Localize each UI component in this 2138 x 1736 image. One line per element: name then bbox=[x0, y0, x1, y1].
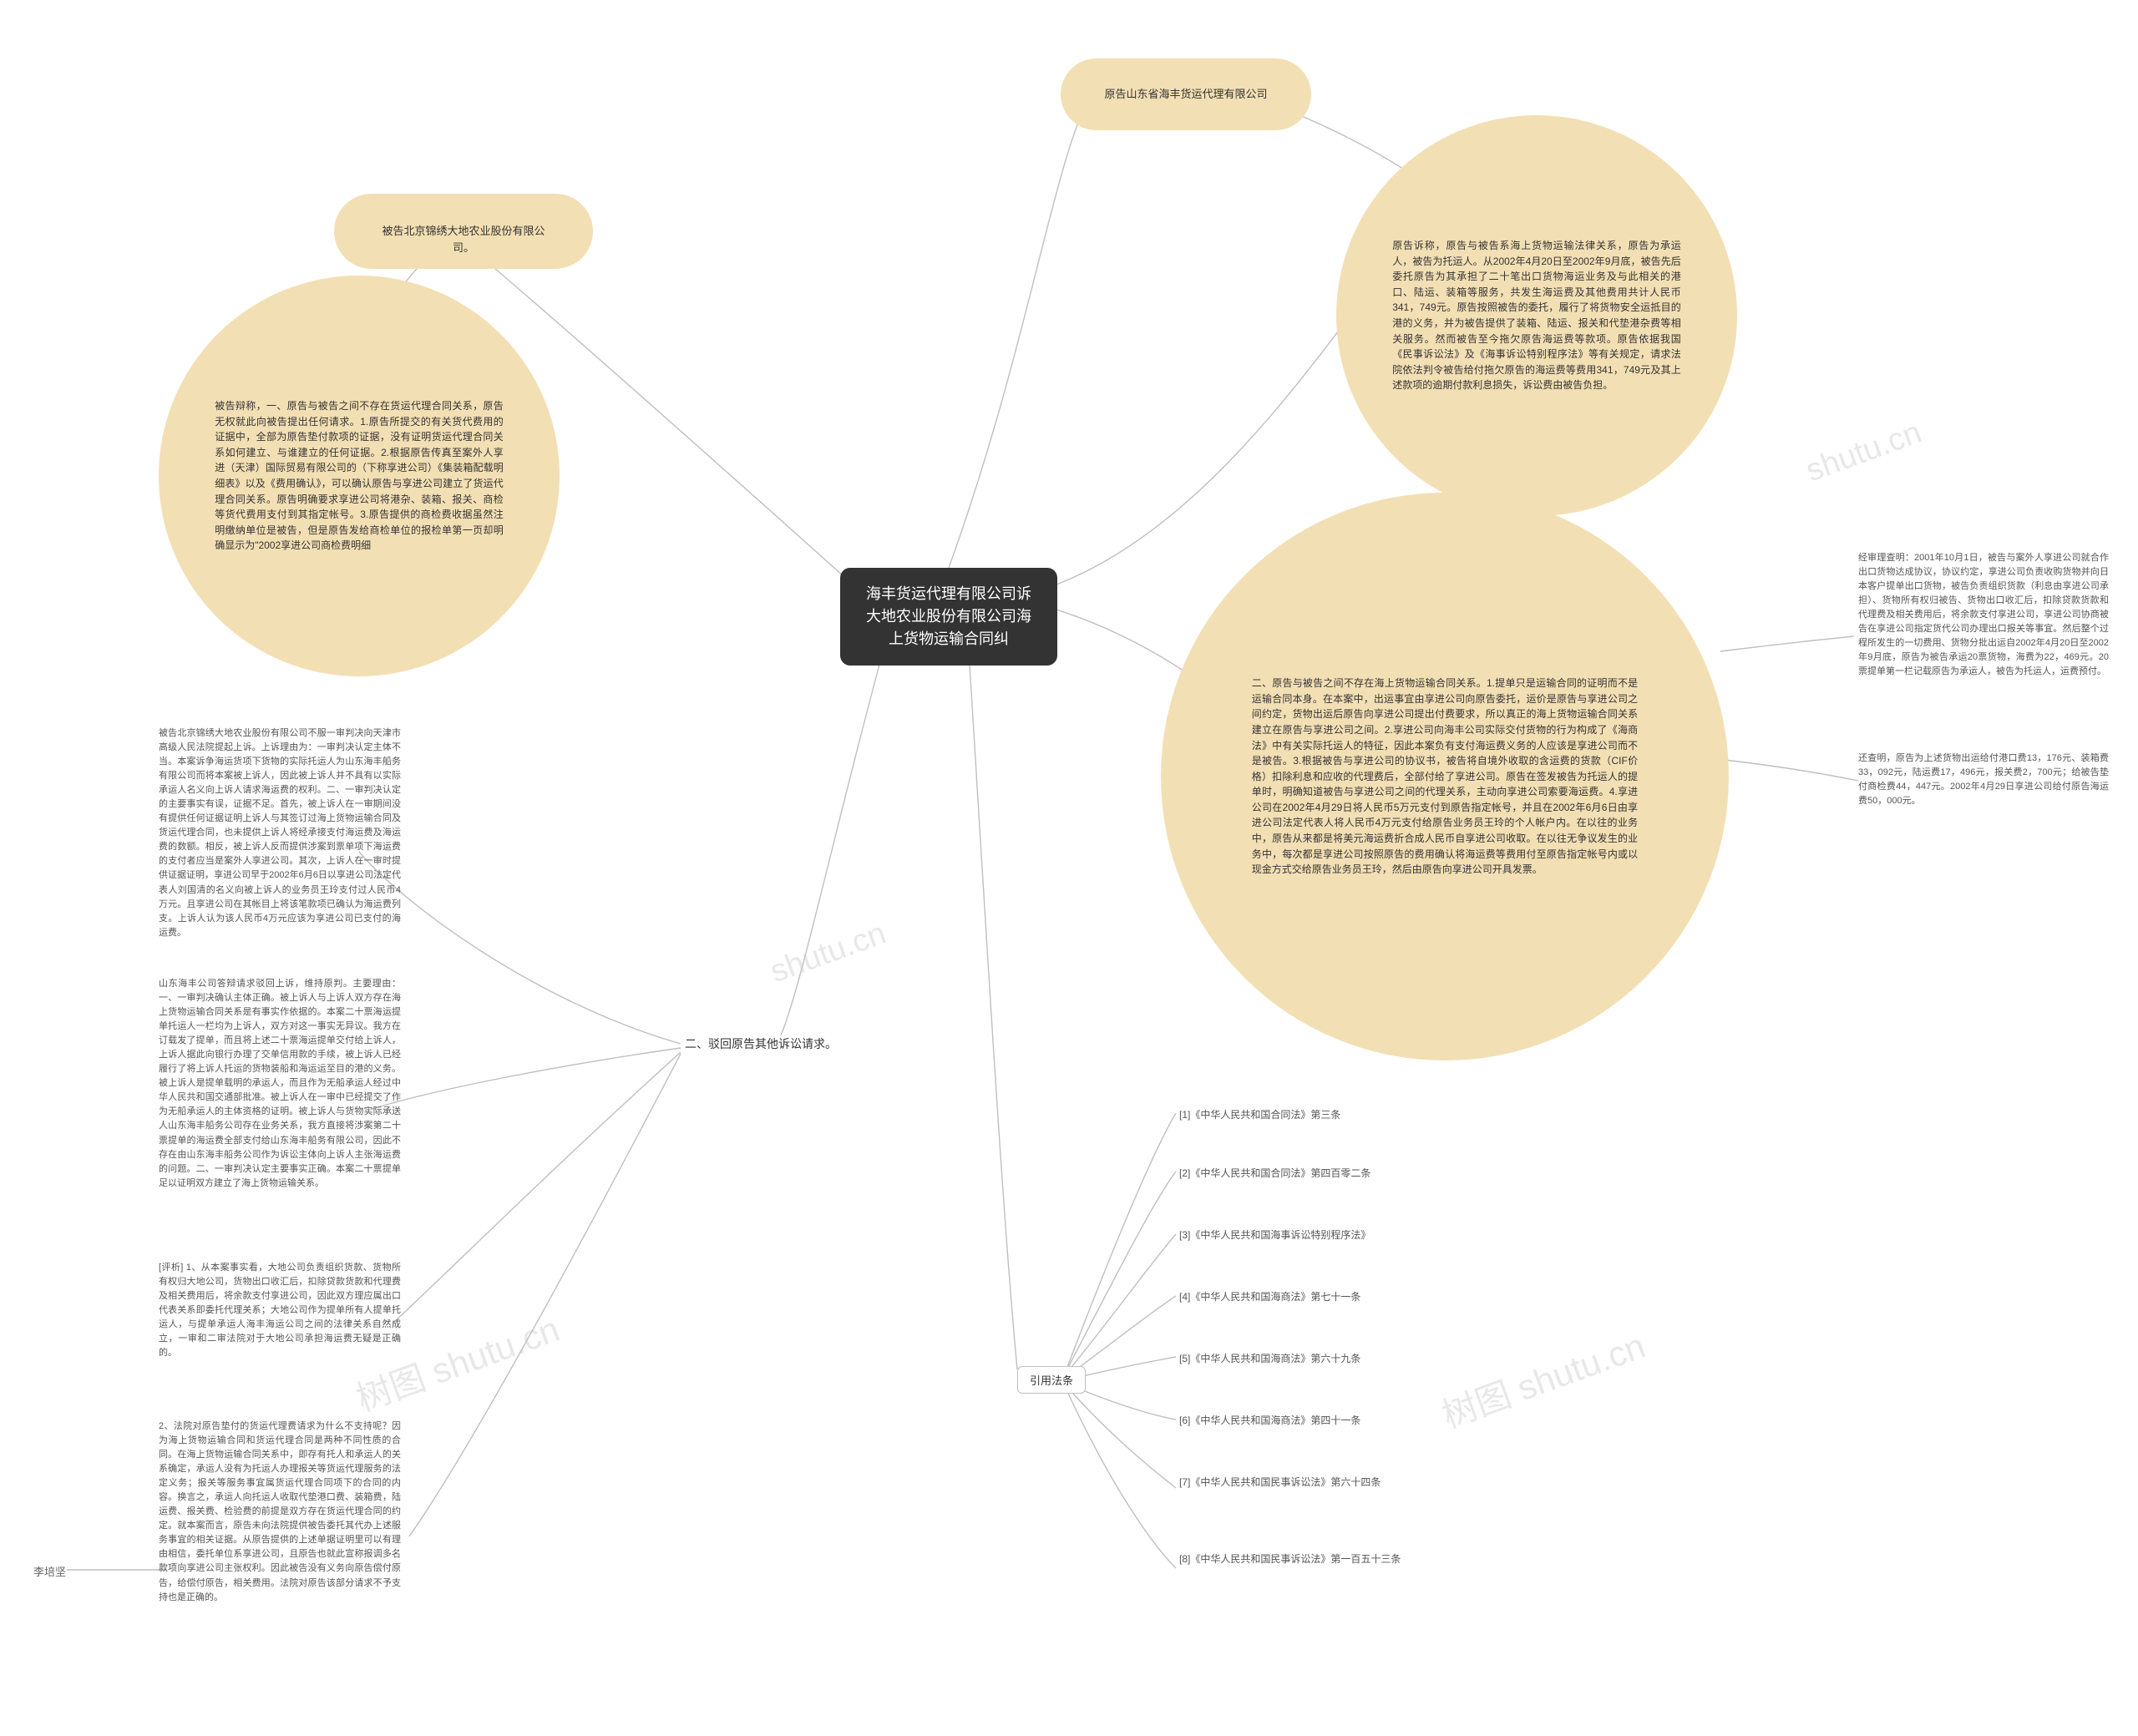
law-item: [6]《中华人民共和国海商法》第四十一条 bbox=[1179, 1413, 1360, 1429]
watermark: shutu.cn bbox=[1801, 415, 1927, 490]
plaintiff-bubble[interactable]: 原告山东省海丰货运代理有限公司 bbox=[1061, 58, 1311, 130]
watermark: 树图 shutu.cn bbox=[1434, 1318, 1651, 1438]
court-finding-1: 经审理查明：2001年10月1日，被告与案外人享进公司就合作出口货物达成协议，协… bbox=[1858, 551, 2109, 679]
contract-analysis-text: 二、原告与被告之间不存在海上货物运输合同关系。1.提单只是运输合同的证明而不是运… bbox=[1252, 677, 1638, 875]
author-name: 李培坚 bbox=[33, 1563, 66, 1579]
watermark: shutu.cn bbox=[766, 916, 891, 991]
analysis-block-1: [评析] 1、从本案事实看，大地公司负责组织货款、货物所有权归大地公司，货物出口… bbox=[159, 1261, 401, 1360]
defendant-label: 被告北京锦绣大地农业股份有限公 司。 bbox=[382, 225, 545, 254]
law-item: [5]《中华人民共和国海商法》第六十九条 bbox=[1179, 1351, 1360, 1367]
defendant-argument-text: 被告辩称，一、原告与被告之间不存在货运代理合同关系，原告无权就此向被告提出任何请… bbox=[215, 400, 504, 551]
law-item: [8]《中华人民共和国民事诉讼法》第一百五十三条 bbox=[1179, 1551, 1446, 1567]
appeal-block-2: 山东海丰公司答辩请求驳回上诉，维持原判。主要理由：一、一审判决确认主体正确。被上… bbox=[159, 977, 401, 1191]
center-topic-label: 海丰货运代理有限公司诉 大地农业股份有限公司海 上货物运输合同纠 bbox=[866, 585, 1031, 647]
court-finding-2: 还查明，原告为上述货物出运给付港口费13，176元、装箱费33，092元，陆运费… bbox=[1858, 752, 2109, 808]
center-topic[interactable]: 海丰货运代理有限公司诉 大地农业股份有限公司海 上货物运输合同纠 bbox=[840, 568, 1057, 666]
law-item: [7]《中华人民共和国民事诉讼法》第六十四条 bbox=[1179, 1475, 1446, 1491]
analysis-block-2: 2、法院对原告垫付的货运代理费请求为什么不支持呢？因为海上货物运输合同和货运代理… bbox=[159, 1420, 401, 1605]
plaintiff-label: 原告山东省海丰货运代理有限公司 bbox=[1104, 88, 1267, 100]
cited-laws-label[interactable]: 引用法条 bbox=[1017, 1366, 1086, 1394]
defendant-label-bubble[interactable]: 被告北京锦绣大地农业股份有限公 司。 bbox=[334, 194, 593, 269]
plaintiff-claim-text: 原告诉称，原告与被告系海上货物运输法律关系，原告为承运人，被告为托运人。从200… bbox=[1392, 240, 1681, 391]
defendant-argument-bubble[interactable]: 被告辩称，一、原告与被告之间不存在货运代理合同关系，原告无权就此向被告提出任何请… bbox=[159, 276, 560, 676]
contract-analysis-bubble[interactable]: 二、原告与被告之间不存在海上货物运输合同关系。1.提单只是运输合同的证明而不是运… bbox=[1161, 493, 1729, 1060]
law-item: [2]《中华人民共和国合同法》第四百零二条 bbox=[1179, 1166, 1370, 1182]
law-item: [1]《中华人民共和国合同法》第三条 bbox=[1179, 1107, 1340, 1123]
law-item: [4]《中华人民共和国海商法》第七十一条 bbox=[1179, 1289, 1360, 1305]
plaintiff-claim-bubble[interactable]: 原告诉称，原告与被告系海上货物运输法律关系，原告为承运人，被告为托运人。从200… bbox=[1336, 115, 1737, 516]
appeal-block-1: 被告北京锦绣大地农业股份有限公司不服一审判决向天津市高级人民法院提起上诉。上诉理… bbox=[159, 726, 401, 940]
branch-dismiss-claims[interactable]: 二、驳回原告其他诉讼请求。 bbox=[685, 1035, 837, 1052]
law-item: [3]《中华人民共和国海事诉讼特别程序法》 bbox=[1179, 1227, 1370, 1243]
